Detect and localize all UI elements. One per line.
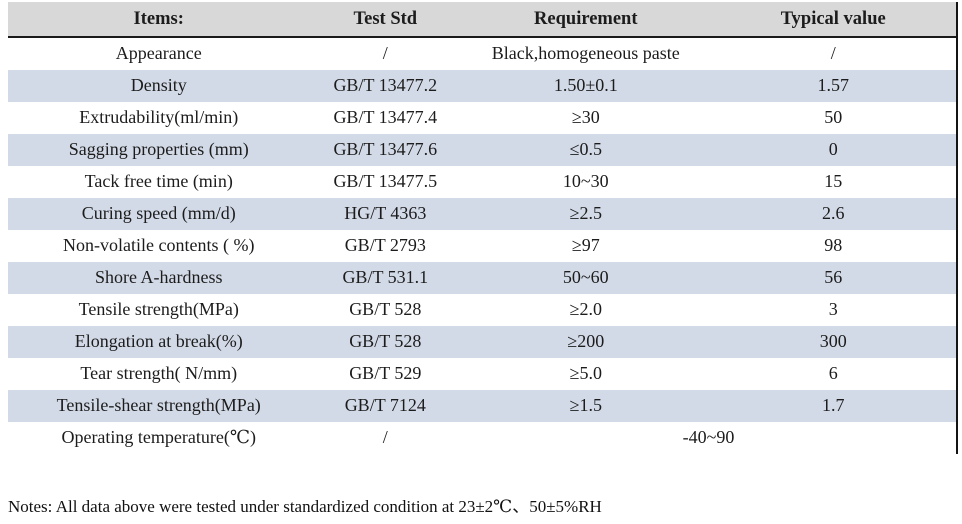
header-items: Items: <box>133 8 184 29</box>
cell-test-std: GB/T 528 <box>349 299 422 320</box>
header-typical-value: Typical value <box>780 8 886 29</box>
cell-merged-value: -40~90 <box>682 427 735 448</box>
cell-requirement: ≤0.5 <box>569 139 602 160</box>
cell-requirement: ≥97 <box>571 235 600 256</box>
notes-text: Notes: All data above were tested under … <box>8 497 602 516</box>
table-row: Tensile-shear strength(MPa) GB/T 7124 ≥1… <box>8 390 956 422</box>
cell-test-std: GB/T 13477.6 <box>333 139 438 160</box>
cell-test-std: GB/T 528 <box>349 331 422 352</box>
cell-requirement: 50~60 <box>562 267 609 288</box>
header-requirement: Requirement <box>534 8 638 29</box>
cell-item: Non-volatile contents ( %) <box>63 235 255 256</box>
cell-typical-value: 2.6 <box>821 203 845 224</box>
cell-test-std: / <box>382 427 388 448</box>
table-row: Extrudability(ml/min) GB/T 13477.4 ≥30 5… <box>8 102 956 134</box>
table-row: Tack free time (min) GB/T 13477.5 10~30 … <box>8 166 956 198</box>
table-row: Elongation at break(%) GB/T 528 ≥200 300 <box>8 326 956 358</box>
table-row: Sagging properties (mm) GB/T 13477.6 ≤0.… <box>8 134 956 166</box>
header-test-std: Test Std <box>353 8 418 29</box>
cell-item: Tensile strength(MPa) <box>78 299 239 320</box>
cell-typical-value: 300 <box>819 331 847 352</box>
table-row-operating-temperature: Operating temperature(℃) / -40~90 <box>8 422 956 454</box>
cell-test-std: GB/T 529 <box>349 363 422 384</box>
cell-item: Curing speed (mm/d) <box>81 203 236 224</box>
cell-typical-value: 0 <box>828 139 838 160</box>
cell-test-std: GB/T 7124 <box>344 395 426 416</box>
table-header-row: Items: Test Std Requirement Typical valu… <box>8 2 956 38</box>
cell-requirement: ≥30 <box>571 107 600 128</box>
cell-typical-value: 98 <box>824 235 843 256</box>
cell-item: Elongation at break(%) <box>74 331 243 352</box>
table-row: Shore A-hardness GB/T 531.1 50~60 56 <box>8 262 956 294</box>
cell-test-std: GB/T 531.1 <box>342 267 429 288</box>
cell-test-std: GB/T 13477.4 <box>333 107 438 128</box>
cell-item: Density <box>130 75 187 96</box>
cell-typical-value: 15 <box>824 171 843 192</box>
cell-test-std: / <box>382 43 388 64</box>
cell-item: Tear strength( N/mm) <box>80 363 238 384</box>
cell-typical-value: 50 <box>824 107 843 128</box>
cell-requirement: 10~30 <box>562 171 609 192</box>
cell-item: Shore A-hardness <box>94 267 223 288</box>
cell-requirement: 1.50±0.1 <box>553 75 618 96</box>
cell-test-std: GB/T 13477.5 <box>333 171 438 192</box>
cell-item: Appearance <box>115 43 202 64</box>
cell-typical-value: 3 <box>828 299 838 320</box>
cell-typical-value: 1.57 <box>817 75 849 96</box>
spec-table: Items: Test Std Requirement Typical valu… <box>8 2 958 454</box>
cell-test-std: GB/T 2793 <box>344 235 426 256</box>
cell-test-std: HG/T 4363 <box>344 203 427 224</box>
table-row: Density GB/T 13477.2 1.50±0.1 1.57 <box>8 70 956 102</box>
cell-item: Operating temperature(℃) <box>61 427 256 448</box>
cell-typical-value: / <box>830 43 836 64</box>
cell-typical-value: 1.7 <box>821 395 845 416</box>
table-row: Appearance / Black,homogeneous paste / <box>8 38 956 70</box>
cell-item: Tensile-shear strength(MPa) <box>56 395 261 416</box>
cell-requirement: ≥5.0 <box>569 363 602 384</box>
table-row: Non-volatile contents ( %) GB/T 2793 ≥97… <box>8 230 956 262</box>
cell-requirement: ≥2.0 <box>569 299 602 320</box>
cell-requirement: ≥2.5 <box>569 203 602 224</box>
table-row: Tensile strength(MPa) GB/T 528 ≥2.0 3 <box>8 294 956 326</box>
cell-typical-value: 6 <box>828 363 838 384</box>
table-body: Appearance / Black,homogeneous paste / D… <box>8 38 956 422</box>
cell-requirement: Black,homogeneous paste <box>491 43 680 64</box>
cell-item: Extrudability(ml/min) <box>79 107 239 128</box>
cell-requirement: ≥200 <box>567 331 605 352</box>
cell-item: Sagging properties (mm) <box>68 139 249 160</box>
cell-requirement: ≥1.5 <box>569 395 602 416</box>
cell-test-std: GB/T 13477.2 <box>333 75 438 96</box>
table-row: Tear strength( N/mm) GB/T 529 ≥5.0 6 <box>8 358 956 390</box>
table-row: Curing speed (mm/d) HG/T 4363 ≥2.5 2.6 <box>8 198 956 230</box>
cell-typical-value: 56 <box>824 267 843 288</box>
cell-item: Tack free time (min) <box>84 171 233 192</box>
